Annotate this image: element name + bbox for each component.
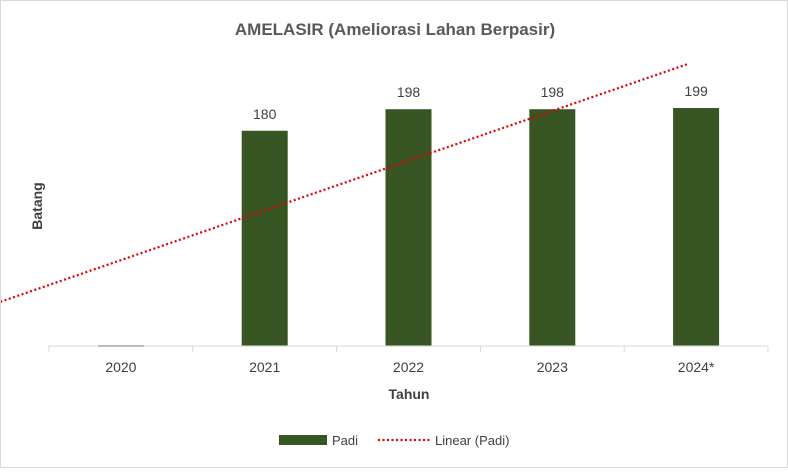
plot-area: 180 198 198 199 2020 2021 2022 2023 2024* [0,62,769,375]
y-axis-label: Batang [29,182,45,229]
x-tick-label-2022: 2022 [393,359,424,375]
x-axis-label: Tahun [389,386,430,402]
x-tick-label-2021: 2021 [249,359,280,375]
bar-2021 [241,130,288,346]
data-label-2023: 198 [541,84,565,100]
legend-label-trendline: Linear (Padi) [435,433,509,448]
x-tick-label-2020: 2020 [105,359,136,375]
data-label-2022: 198 [397,84,421,100]
legend-swatch-padi [279,435,327,445]
trendline-linear-padi [0,62,690,304]
legend: Padi Linear (Padi) [279,433,509,448]
bar-2022 [385,109,432,346]
data-label-2024*: 199 [684,83,708,99]
bar-2023 [529,109,576,346]
legend-label-padi: Padi [332,433,358,448]
chart-title: AMELASIR (Ameliorasi Lahan Berpasir) [235,20,555,39]
data-label-2021: 180 [253,106,277,122]
x-tick-label-2023: 2023 [537,359,568,375]
x-tick-label-2024*: 2024* [678,359,715,375]
bar-2024* [673,108,720,346]
